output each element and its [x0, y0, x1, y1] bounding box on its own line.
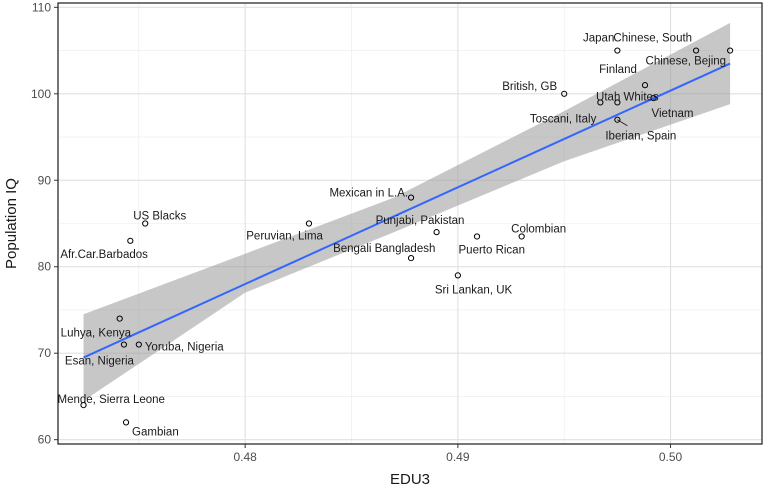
data-point	[80, 401, 87, 409]
point-label: Peruvian, Lima	[246, 231, 323, 243]
data-point	[726, 47, 734, 54]
y-tick-label: 100	[31, 87, 51, 101]
point-labels-layer: Japan Chinese, South Chinese, Bejing Finlan…	[58, 33, 727, 439]
point-label: Mexican in L.A.	[329, 188, 408, 200]
x-axis-title: EDU3	[390, 471, 430, 488]
point-label: Finland	[599, 64, 637, 76]
point-label: Puerto Rican	[459, 244, 525, 256]
point-label: Toscani, Italy	[530, 113, 597, 125]
data-point	[597, 99, 604, 106]
data-point	[116, 315, 123, 322]
y-tick-label: 90	[38, 173, 52, 187]
data-point	[614, 116, 621, 123]
data-point	[641, 82, 649, 89]
data-point	[473, 233, 481, 240]
point-label: Vietnam	[652, 108, 694, 120]
x-tick-label: 0.48	[233, 450, 257, 464]
data-point	[120, 341, 128, 348]
regression-line	[83, 62, 731, 359]
x-tick-label: 0.49	[446, 450, 470, 464]
x-tick-label: 0.50	[659, 450, 683, 464]
y-tick-label: 110	[32, 0, 51, 14]
y-tick-label: 80	[38, 260, 52, 274]
point-label: Mende, Sierra Leone	[58, 394, 165, 406]
data-point	[433, 229, 440, 236]
data-point	[135, 341, 142, 348]
fit-line-layer	[83, 62, 731, 359]
data-point	[122, 419, 130, 426]
axes: 0.48 0.49 0.50 60 70 80 90 100 110	[31, 0, 763, 464]
data-point	[142, 220, 149, 227]
data-point	[518, 233, 525, 240]
point-label: Gambian	[132, 426, 179, 438]
point-label: Japan	[583, 33, 614, 45]
label-leader-line	[617, 119, 628, 127]
data-point	[454, 272, 461, 279]
plot-frame	[57, 2, 763, 445]
point-label: British, GB	[502, 81, 557, 93]
data-point	[407, 254, 415, 262]
point-label: Punjabi, Pakistan	[376, 215, 465, 227]
point-label: Chinese, South	[613, 33, 692, 45]
y-tick-label: 70	[38, 346, 52, 360]
y-tick-label: 60	[38, 433, 52, 447]
data-point	[614, 47, 621, 54]
point-label: Colombian	[511, 223, 566, 235]
y-axis-title: Population IQ	[3, 178, 20, 269]
data-point	[614, 99, 621, 106]
point-label: US Blacks	[133, 211, 186, 223]
data-point	[407, 194, 415, 201]
data-point	[650, 95, 657, 102]
data-point	[561, 90, 568, 97]
point-label: Utah Whites	[596, 91, 659, 103]
point-label: Chinese, Bejing	[646, 56, 727, 68]
data-point	[127, 237, 134, 244]
confidence-band-layer	[83, 22, 731, 401]
point-label: Iberian, Spain	[605, 131, 676, 143]
confidence-band	[83, 22, 731, 401]
data-point	[305, 220, 313, 227]
point-label: Yoruba, Nigeria	[145, 342, 224, 354]
point-label: Afr.Car.Barbados	[60, 249, 148, 261]
data-point	[692, 47, 700, 54]
point-label: Sri Lankan, UK	[435, 284, 513, 296]
point-label: Luhya, Kenya	[61, 328, 132, 340]
points-layer	[80, 47, 734, 426]
point-label: Bengali Bangladesh	[333, 243, 435, 255]
point-label: Esan, Nigeria	[65, 356, 135, 368]
